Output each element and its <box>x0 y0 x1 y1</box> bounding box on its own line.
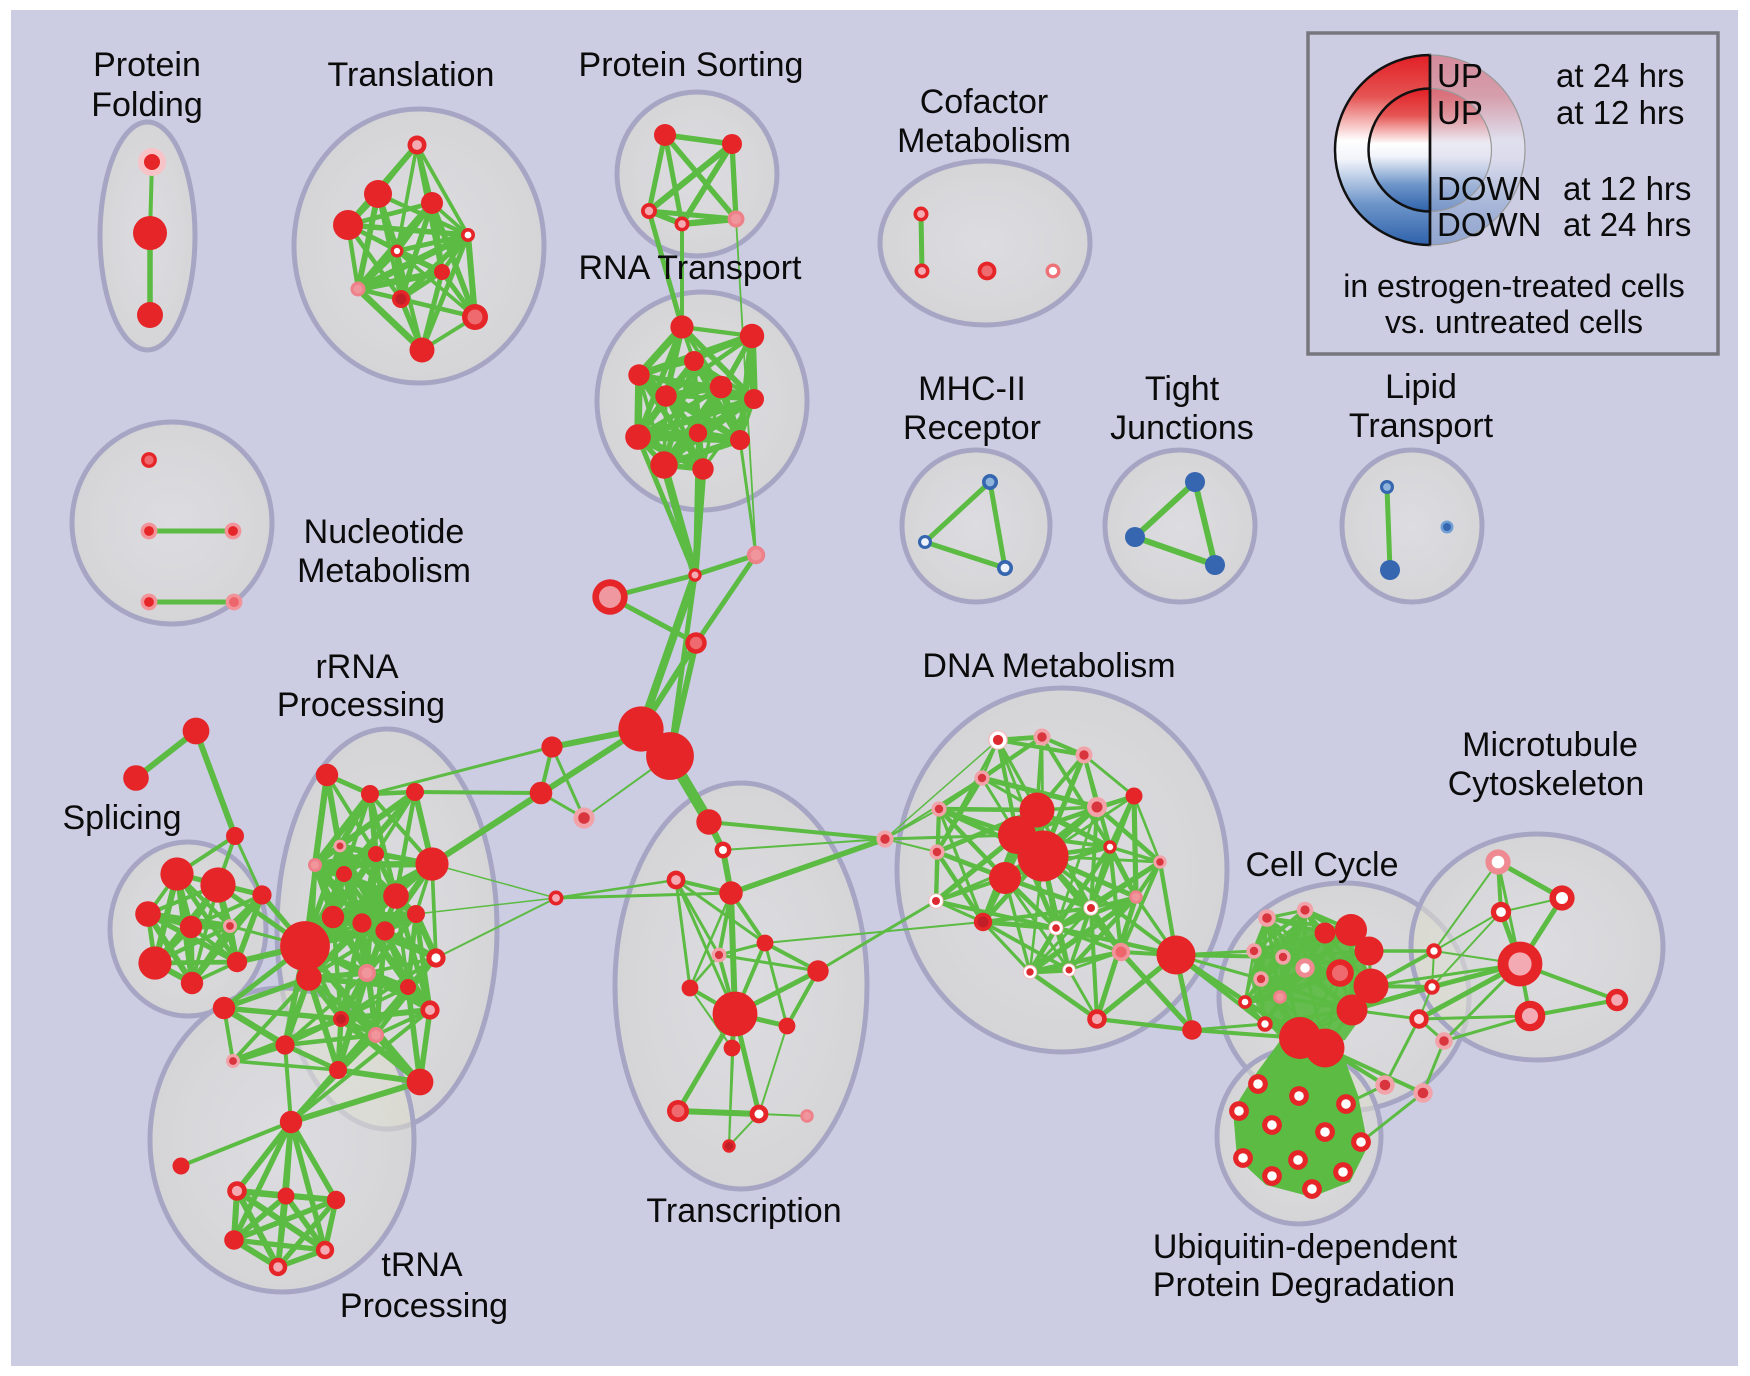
svg-text:Processing: Processing <box>277 686 445 724</box>
svg-text:Tight: Tight <box>1145 370 1220 408</box>
svg-text:Protein Sorting: Protein Sorting <box>579 46 804 84</box>
svg-text:Protein: Protein <box>93 46 201 84</box>
svg-text:in estrogen-treated cells: in estrogen-treated cells <box>1343 268 1685 304</box>
svg-text:Cytoskeleton: Cytoskeleton <box>1448 765 1645 803</box>
svg-text:at 24 hrs: at 24 hrs <box>1563 206 1691 243</box>
svg-text:at 24 hrs: at 24 hrs <box>1556 57 1684 94</box>
svg-text:RNA Transport: RNA Transport <box>579 249 803 287</box>
svg-text:Cell Cycle: Cell Cycle <box>1245 846 1398 884</box>
svg-text:DNA Metabolism: DNA Metabolism <box>922 647 1175 685</box>
svg-text:Nucleotide: Nucleotide <box>304 513 465 551</box>
svg-text:Protein Degradation: Protein Degradation <box>1153 1266 1455 1304</box>
svg-text:MHC-II: MHC-II <box>918 370 1026 408</box>
svg-text:rRNA: rRNA <box>315 648 398 686</box>
svg-text:Junctions: Junctions <box>1110 409 1254 447</box>
svg-text:Lipid: Lipid <box>1385 368 1457 406</box>
svg-text:at 12 hrs: at 12 hrs <box>1563 170 1691 207</box>
svg-text:Microtubule: Microtubule <box>1462 726 1638 764</box>
svg-text:Splicing: Splicing <box>62 799 181 837</box>
svg-text:Metabolism: Metabolism <box>297 552 471 590</box>
svg-text:Transport: Transport <box>1349 407 1494 445</box>
svg-text:DOWN: DOWN <box>1437 170 1541 207</box>
svg-text:Transcription: Transcription <box>646 1192 841 1230</box>
svg-text:Cofactor: Cofactor <box>920 83 1049 121</box>
svg-text:at 12 hrs: at 12 hrs <box>1556 94 1684 131</box>
svg-text:Metabolism: Metabolism <box>897 122 1071 160</box>
svg-text:UP: UP <box>1437 57 1483 94</box>
svg-text:DOWN: DOWN <box>1437 206 1541 243</box>
svg-text:Ubiquitin-dependent: Ubiquitin-dependent <box>1153 1228 1458 1266</box>
svg-text:Translation: Translation <box>328 56 495 94</box>
svg-text:Processing: Processing <box>340 1287 508 1325</box>
svg-text:tRNA: tRNA <box>381 1246 463 1284</box>
svg-text:UP: UP <box>1437 94 1483 131</box>
svg-text:Folding: Folding <box>91 86 203 124</box>
svg-text:Receptor: Receptor <box>903 409 1041 447</box>
svg-text:vs. untreated cells: vs. untreated cells <box>1385 304 1643 340</box>
